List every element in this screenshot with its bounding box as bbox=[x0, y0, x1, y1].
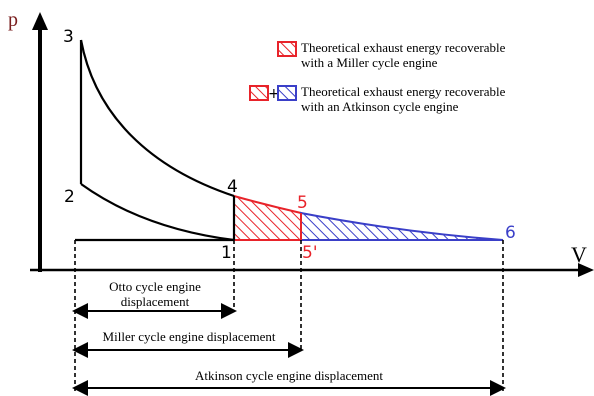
y-axis-label: p bbox=[8, 9, 18, 31]
miller-recoverable-area bbox=[233, 194, 302, 241]
legend-atkinson-blue-swatch bbox=[277, 85, 297, 101]
otto-displacement-label-line2: displacement bbox=[121, 294, 190, 309]
x-axis-arrowhead bbox=[578, 263, 594, 277]
legend-atkinson-red-swatch bbox=[249, 85, 269, 101]
legend-plus-sign: + bbox=[268, 86, 280, 102]
point-label-5prime: 5' bbox=[302, 243, 318, 263]
legend-miller-line1: Theoretical exhaust energy recoverable bbox=[301, 40, 506, 55]
legend-atkinson-line1: Theoretical exhaust energy recoverable bbox=[301, 84, 506, 99]
point-label-6: 6 bbox=[505, 223, 516, 243]
point-label-3: 3 bbox=[63, 27, 74, 47]
point-label-5: 5 bbox=[297, 193, 308, 213]
y-axis-arrowhead bbox=[32, 12, 48, 30]
point-label-4: 4 bbox=[227, 177, 238, 197]
expansion-curve bbox=[79, 39, 235, 198]
legend-atkinson-line2: with an Atkinson cycle engine bbox=[301, 99, 459, 114]
atkinson-displacement-label: Atkinson cycle engine displacement bbox=[195, 368, 383, 383]
legend-miller-line2: with a Miller cycle engine bbox=[301, 55, 438, 70]
compression-curve bbox=[80, 183, 235, 242]
point-label-2: 2 bbox=[64, 187, 75, 207]
otto-displacement-label-line1: Otto cycle engine bbox=[109, 279, 201, 294]
point-label-1: 1 bbox=[221, 243, 232, 263]
atkinson-extra-area bbox=[300, 211, 504, 241]
legend-miller-swatch bbox=[277, 41, 297, 57]
miller-displacement-label: Miller cycle engine displacement bbox=[103, 329, 276, 344]
x-axis-label: V bbox=[571, 242, 587, 267]
